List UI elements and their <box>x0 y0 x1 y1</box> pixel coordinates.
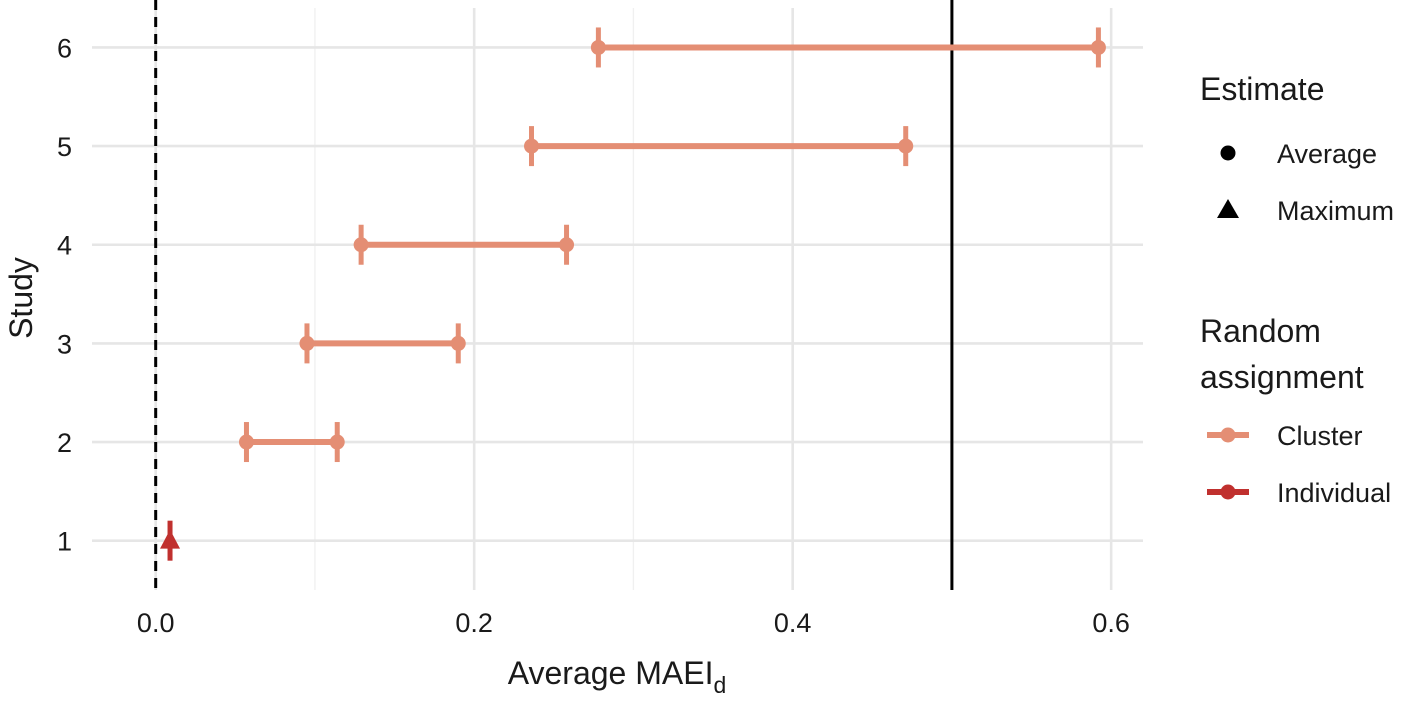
point-average-study-4 <box>353 237 369 253</box>
legend-title-estimate: Estimate <box>1200 71 1324 107</box>
point-average-study-2 <box>329 434 345 450</box>
grid <box>92 8 1143 590</box>
y-axis-title: Study <box>3 257 39 339</box>
point-maximum-study-1 <box>160 529 181 549</box>
y-tick-label: 3 <box>57 329 72 359</box>
y-tick-label: 6 <box>57 33 72 63</box>
legend-key-cluster-point <box>1220 427 1236 443</box>
y-tick-label: 2 <box>57 428 72 458</box>
legend: Estimate Average Maximum Random assignme… <box>1200 71 1394 508</box>
y-tick-label: 4 <box>57 231 72 261</box>
legend-key-individual-point <box>1220 484 1236 500</box>
data-marks <box>160 27 1106 561</box>
y-tick-label: 1 <box>57 527 72 557</box>
legend-title-assignment-line2: assignment <box>1200 359 1364 395</box>
x-axis-title-main: Average MAEI <box>508 655 714 691</box>
legend-label-average: Average <box>1277 139 1377 169</box>
legend-label-maximum: Maximum <box>1277 196 1394 226</box>
y-tick-label: 5 <box>57 132 72 162</box>
legend-title-assignment-line1: Random <box>1200 313 1321 349</box>
point-average-study-2 <box>238 434 254 450</box>
legend-label-individual: Individual <box>1277 478 1391 508</box>
y-axis-ticks: 1 2 3 4 5 6 <box>57 33 72 556</box>
point-average-study-6 <box>590 39 606 55</box>
legend-label-cluster: Cluster <box>1277 421 1363 451</box>
legend-key-circle <box>1220 145 1236 161</box>
point-average-study-4 <box>559 237 575 253</box>
point-average-study-3 <box>450 335 466 351</box>
x-tick-label: 0.0 <box>137 608 175 638</box>
point-average-study-5 <box>524 138 540 154</box>
x-axis-ticks: 0.0 0.2 0.4 0.6 <box>137 608 1130 638</box>
legend-key-triangle <box>1217 199 1239 218</box>
x-axis-title: Average MAEId <box>508 655 727 698</box>
reference-lines <box>154 0 954 590</box>
x-axis-title-subscript: d <box>713 672 726 698</box>
x-tick-label: 0.2 <box>455 608 493 638</box>
point-average-study-5 <box>898 138 914 154</box>
x-tick-label: 0.6 <box>1092 608 1130 638</box>
x-tick-label: 0.4 <box>774 608 812 638</box>
point-average-study-3 <box>299 335 315 351</box>
point-average-study-6 <box>1090 39 1106 55</box>
